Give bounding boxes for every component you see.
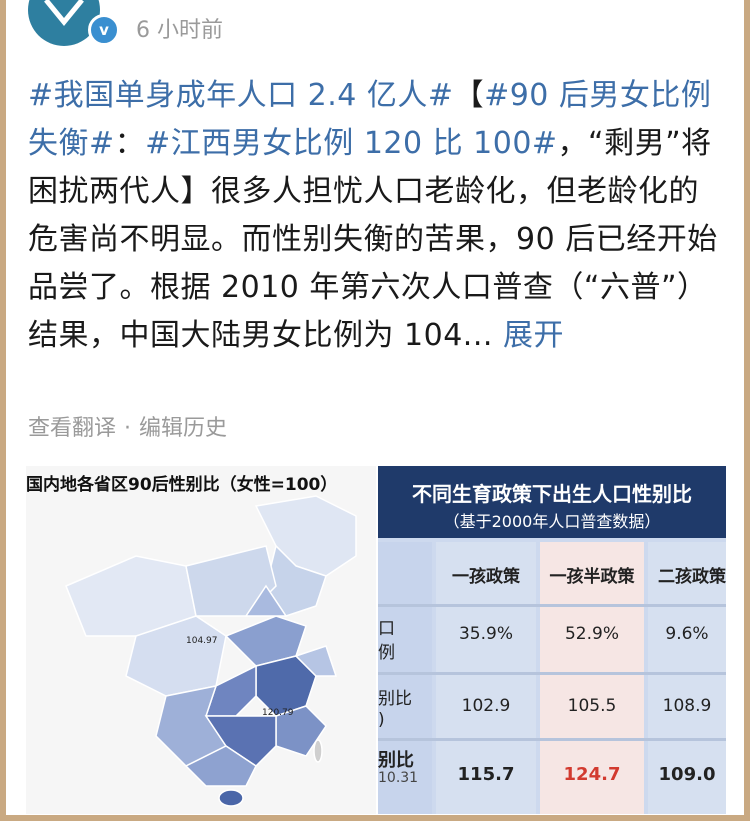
map-image[interactable]: 国内地各省区90后性别比（女性=100） 104.97 bbox=[26, 466, 376, 814]
table-cell: 52.9% bbox=[564, 624, 619, 644]
column-bg bbox=[648, 542, 726, 814]
table-title: 不同生育政策下出生人口性别比 bbox=[412, 482, 692, 506]
table-cell: 35.9% bbox=[458, 624, 513, 644]
table-column-header: 二孩政策 bbox=[658, 567, 726, 587]
post-time: 6 小时前 bbox=[136, 18, 223, 43]
column-bg-highlight bbox=[540, 542, 644, 814]
table-header: 不同生育政策下出生人口性别比 （基于2000年人口普查数据） bbox=[378, 466, 726, 538]
expand-link[interactable]: 展开 bbox=[502, 318, 564, 353]
row-label: 别比 bbox=[378, 750, 414, 771]
table-cell: 109.0 bbox=[658, 764, 716, 785]
label-column-bg bbox=[378, 542, 432, 814]
map-title: 国内地各省区90后性别比（女性=100） bbox=[26, 475, 338, 495]
post-meta: 查看翻译 · 编辑历史 bbox=[28, 410, 227, 442]
china-map-graphic bbox=[65, 495, 357, 807]
table-cell: 102.9 bbox=[461, 696, 511, 716]
logo-icon bbox=[44, 0, 84, 26]
hashtag-link[interactable]: #我国单身成年人口 2.4 亿人# bbox=[28, 78, 454, 113]
table-cell: 108.9 bbox=[662, 696, 712, 716]
table-cell-highlight: 124.7 bbox=[563, 764, 621, 785]
separator: · bbox=[124, 416, 132, 441]
row-label: 例 bbox=[378, 643, 395, 663]
map-value-label: 120.79 bbox=[262, 708, 294, 718]
edit-history-link[interactable]: 编辑历史 bbox=[139, 416, 228, 441]
colon: ： bbox=[114, 126, 146, 161]
row-divider bbox=[378, 604, 726, 607]
hashtag-link[interactable]: #江西男女比例 120 比 100# bbox=[145, 126, 558, 161]
post-body: ，“剩男”将困扰两代人】很多人担忧人口老龄化，但老龄化的危害尚不明显。而性别失衡… bbox=[28, 126, 718, 353]
verified-badge-icon: v bbox=[88, 14, 120, 46]
post-text: #我国单身成年人口 2.4 亿人#【#90 后男女比例失衡#：#江西男女比例 1… bbox=[28, 72, 728, 360]
row-label: ) bbox=[378, 710, 385, 730]
weibo-post-card: v 6 小时前 #我国单身成年人口 2.4 亿人#【#90 后男女比例失衡#：#… bbox=[6, 0, 744, 815]
row-divider bbox=[378, 738, 726, 741]
row-label: 口 bbox=[378, 619, 395, 639]
row-divider bbox=[378, 672, 726, 675]
table-subtitle: （基于2000年人口普查数据） bbox=[443, 512, 661, 531]
table-column-header: 一孩半政策 bbox=[549, 567, 635, 587]
row-label: 别比 bbox=[378, 689, 412, 709]
table-cell: 9.6% bbox=[665, 624, 709, 644]
map-value-label: 104.97 bbox=[186, 636, 218, 646]
row-label: 10.31 bbox=[378, 770, 419, 786]
table-cell: 115.7 bbox=[457, 764, 515, 785]
column-bg bbox=[436, 542, 536, 814]
hashtag-link[interactable]: #90 后男女比例失衡# bbox=[28, 78, 712, 161]
table-cell: 105.5 bbox=[567, 696, 617, 716]
bracket: 【 bbox=[453, 78, 485, 113]
table-image[interactable]: 不同生育政策下出生人口性别比 （基于2000年人口普查数据） 一孩政策 一孩半政… bbox=[378, 466, 726, 814]
translate-link[interactable]: 查看翻译 bbox=[28, 416, 117, 441]
table-column-header: 一孩政策 bbox=[452, 567, 520, 587]
